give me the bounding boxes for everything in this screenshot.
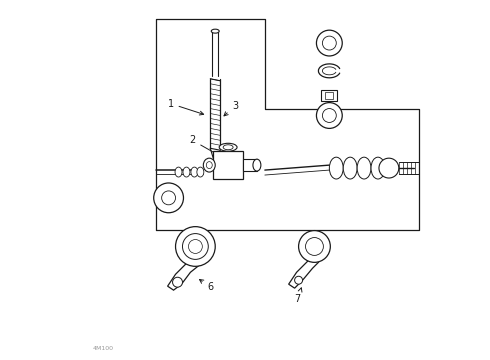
Circle shape xyxy=(379,158,399,178)
Ellipse shape xyxy=(175,167,182,177)
Text: 3: 3 xyxy=(224,100,238,116)
Text: 5: 5 xyxy=(311,234,318,247)
Bar xyxy=(213,151,243,179)
Bar xyxy=(325,92,333,99)
Ellipse shape xyxy=(211,29,219,33)
Circle shape xyxy=(317,30,342,56)
Bar xyxy=(321,90,337,100)
Ellipse shape xyxy=(223,145,233,150)
Ellipse shape xyxy=(197,167,204,177)
Ellipse shape xyxy=(203,158,215,172)
Circle shape xyxy=(182,234,208,260)
Circle shape xyxy=(298,231,330,262)
Text: 6: 6 xyxy=(199,279,213,292)
Text: 2: 2 xyxy=(189,135,219,155)
Ellipse shape xyxy=(329,157,343,179)
Circle shape xyxy=(154,183,183,213)
Ellipse shape xyxy=(219,143,237,151)
Ellipse shape xyxy=(253,159,261,171)
Bar xyxy=(243,159,257,171)
Circle shape xyxy=(175,227,215,266)
Circle shape xyxy=(189,239,202,253)
Circle shape xyxy=(306,238,323,255)
Ellipse shape xyxy=(206,162,212,168)
Circle shape xyxy=(172,277,182,287)
Text: 4: 4 xyxy=(192,234,198,247)
Text: 7: 7 xyxy=(294,288,302,304)
Polygon shape xyxy=(168,258,200,290)
Text: 4M100: 4M100 xyxy=(93,346,114,351)
Ellipse shape xyxy=(371,157,385,179)
Circle shape xyxy=(322,36,336,50)
Circle shape xyxy=(317,103,342,129)
Ellipse shape xyxy=(343,157,357,179)
Text: 1: 1 xyxy=(168,99,204,115)
Ellipse shape xyxy=(357,157,371,179)
Circle shape xyxy=(322,109,336,122)
Polygon shape xyxy=(289,256,318,288)
Circle shape xyxy=(162,191,175,205)
Ellipse shape xyxy=(191,167,198,177)
Circle shape xyxy=(294,276,302,284)
Ellipse shape xyxy=(183,167,190,177)
